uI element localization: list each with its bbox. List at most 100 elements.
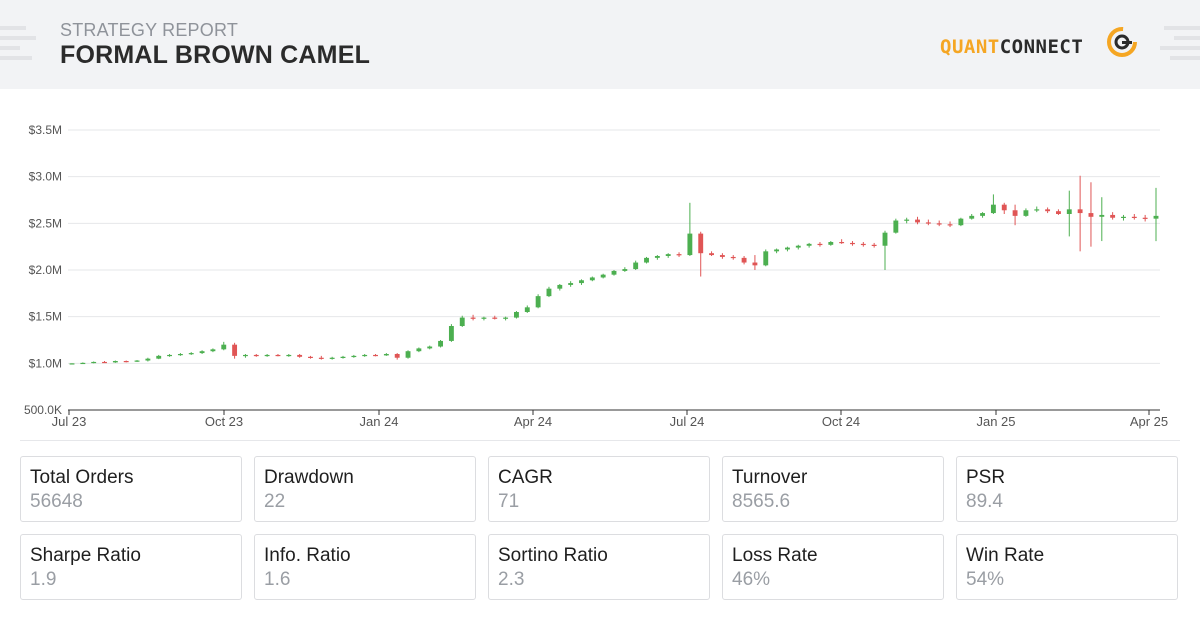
candle-body — [470, 317, 476, 319]
stat-card-psr: PSR 89.4 — [956, 456, 1178, 522]
candle-body — [1153, 215, 1159, 219]
stat-value: 1.6 — [264, 569, 291, 590]
candle-body — [481, 317, 487, 319]
candle-body — [69, 363, 75, 365]
candle-body — [405, 351, 411, 358]
candle-body — [568, 283, 574, 285]
candle-body — [199, 351, 205, 354]
candle-body — [947, 224, 953, 226]
x-tick-label: Jul 24 — [670, 414, 705, 429]
candle-body — [719, 255, 725, 257]
candle-body — [80, 362, 86, 365]
stat-value: 8565.6 — [732, 491, 791, 512]
candle-body — [1099, 214, 1105, 217]
candle-body — [210, 349, 216, 352]
decorative-lines-icon — [1160, 26, 1200, 60]
equity-chart: 500.0K $1.0M $1.5M $2.0M $2.5M $3.0M $3.5M Jul… — [0, 89, 1200, 441]
candle-body — [850, 242, 855, 245]
x-tick-label: Jan 24 — [359, 414, 398, 429]
candle-body — [318, 357, 324, 359]
candle-body — [264, 354, 270, 357]
candle-body — [774, 249, 780, 252]
stat-label: CAGR — [498, 467, 553, 488]
candle-body — [134, 360, 140, 362]
candle-body — [156, 355, 162, 359]
candle-body — [362, 354, 368, 357]
stat-value: 22 — [264, 491, 286, 512]
divider — [20, 440, 1180, 441]
candle-body — [644, 257, 649, 263]
candle-body — [622, 269, 628, 271]
stat-label: Sharpe Ratio — [30, 545, 141, 566]
logo-connect-text: CONNECT — [999, 36, 1084, 58]
stat-card-info-ratio: Info. Ratio 1.6 — [254, 534, 476, 600]
candle-body — [275, 354, 281, 357]
candle-body — [340, 356, 346, 358]
x-tick-label: Jul 23 — [52, 414, 87, 429]
stat-label: Info. Ratio — [264, 545, 351, 566]
candle-body — [893, 220, 899, 233]
candle-body — [676, 254, 682, 256]
candle-body — [459, 317, 465, 326]
stat-label: Drawdown — [264, 467, 354, 488]
candle-body — [687, 233, 693, 256]
candle-body — [860, 243, 866, 246]
candle-body — [188, 353, 194, 355]
candle-body — [915, 219, 920, 223]
x-tick-label: Oct 24 — [822, 414, 860, 429]
y-tick-label: 500.0K — [24, 403, 62, 417]
stat-label: Win Rate — [966, 545, 1045, 566]
candle-body — [503, 317, 509, 319]
candle-body — [1023, 210, 1029, 216]
candle-body — [871, 244, 877, 246]
candle-body — [665, 254, 671, 256]
stat-card-drawdown: Drawdown 22 — [254, 456, 476, 522]
logo-ring-icon — [1107, 27, 1137, 57]
y-tick-label: $2.0M — [29, 263, 62, 277]
y-tick-label: $3.0M — [29, 170, 62, 184]
stat-label: Turnover — [732, 467, 808, 488]
candle-body — [795, 245, 801, 248]
candle-body — [427, 346, 433, 349]
stat-card-loss-rate: Loss Rate 46% — [722, 534, 944, 600]
candle-body — [416, 348, 422, 352]
candle-body — [286, 354, 292, 357]
candle-body — [1110, 214, 1116, 218]
candle-body — [806, 243, 812, 246]
candle-body — [839, 242, 845, 244]
x-axis-labels: Jul 23 Oct 23 Jan 24 Apr 24 Jul 24 Oct 24 Jan … — [52, 414, 1169, 429]
candle-body — [1001, 204, 1007, 211]
candle-body — [557, 284, 563, 289]
candle-body — [1142, 217, 1148, 219]
stat-label: Sortino Ratio — [498, 545, 608, 566]
y-axis-labels: 500.0K $1.0M $1.5M $2.0M $2.5M $3.0M $3.5M — [24, 123, 62, 417]
stat-value: 1.9 — [30, 569, 57, 590]
y-tick-label: $2.5M — [29, 216, 62, 230]
candle-body — [817, 243, 823, 246]
stat-value: 54% — [966, 569, 1005, 590]
candlestick-chart: 500.0K $1.0M $1.5M $2.0M $2.5M $3.0M $3.5M Jul… — [24, 123, 1169, 429]
candle-body — [308, 356, 313, 358]
candle-body — [936, 223, 942, 225]
candle-body — [1056, 211, 1061, 214]
candle-body — [329, 357, 335, 359]
x-tick-label: Oct 23 — [205, 414, 243, 429]
logo-quant-text: QUANT — [940, 36, 1000, 58]
candle-body — [600, 274, 606, 278]
x-tick-label: Apr 24 — [514, 414, 552, 429]
stat-card-turnover: Turnover 8565.6 — [722, 456, 944, 522]
candle-body — [535, 296, 541, 308]
candle-body — [221, 344, 227, 350]
candle-body — [969, 215, 975, 219]
stat-value: 89.4 — [966, 491, 1003, 512]
candle-body — [112, 361, 118, 363]
stat-label: Loss Rate — [732, 545, 818, 566]
candle-body — [589, 277, 595, 281]
candle-body — [709, 253, 714, 256]
candle-body — [253, 354, 259, 357]
x-tick-label: Apr 25 — [1130, 414, 1168, 429]
candle-body — [1077, 209, 1083, 214]
x-tick-label: Jan 25 — [976, 414, 1015, 429]
candle-body — [828, 242, 834, 245]
stat-card-total-orders: Total Orders 56648 — [20, 456, 242, 522]
